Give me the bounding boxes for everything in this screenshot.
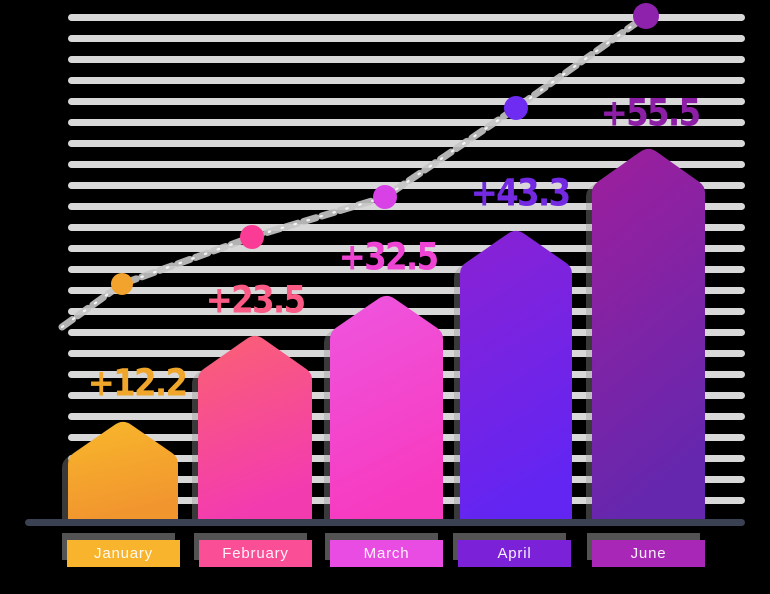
trend-dot-february	[240, 225, 264, 249]
value-label-january: +12.2	[87, 361, 189, 405]
bar-january	[68, 421, 178, 521]
value-label-february: +23.5	[205, 278, 307, 322]
legend-march: March	[330, 540, 443, 567]
grid-stripe	[68, 56, 745, 63]
grid-stripe	[68, 98, 745, 105]
grid-stripe	[68, 35, 745, 42]
trend-dot-january	[111, 273, 133, 295]
trend-dot-march	[373, 185, 397, 209]
trend-dot-june	[633, 3, 659, 29]
grid-stripe	[68, 119, 745, 126]
value-label-june: +55.5	[600, 91, 702, 135]
axis-line	[25, 519, 745, 526]
value-label-april: +43.3	[470, 171, 572, 215]
trend-dot-april	[504, 96, 528, 120]
trend-line	[58, 12, 650, 331]
grid-stripe	[68, 224, 745, 231]
legend-january: January	[67, 540, 180, 567]
legend-february: February	[199, 540, 312, 567]
legend-april: April	[458, 540, 571, 567]
legend-june: June	[592, 540, 705, 567]
bar-march	[330, 295, 443, 521]
value-label-march: +32.5	[338, 235, 440, 279]
grid-stripe	[68, 140, 745, 147]
bar-february	[198, 335, 312, 521]
grid-stripe	[68, 14, 745, 21]
grid-stripe	[68, 203, 745, 210]
grid-stripe	[68, 77, 745, 84]
grid-stripe	[68, 266, 745, 273]
bar-june	[592, 148, 705, 521]
grid-stripe	[68, 245, 745, 252]
grid-stripe	[68, 161, 745, 168]
bar-april	[460, 230, 572, 521]
grid-stripe	[68, 287, 745, 294]
